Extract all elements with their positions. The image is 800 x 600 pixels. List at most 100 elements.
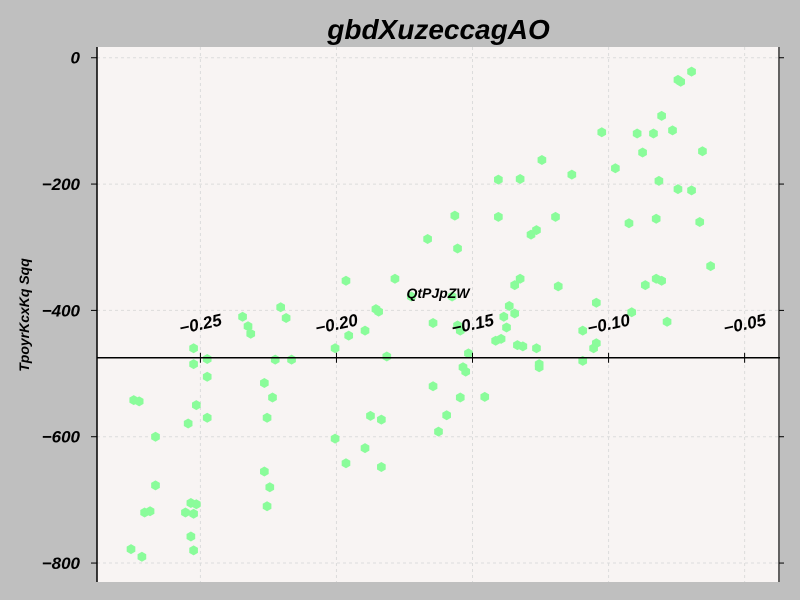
- data-point: [496, 333, 506, 344]
- data-point: [461, 366, 471, 377]
- data-point: [191, 400, 201, 411]
- data-point: [676, 76, 686, 87]
- data-point: [537, 155, 547, 166]
- data-point: [366, 410, 375, 421]
- data-point: [591, 338, 601, 349]
- data-point: [534, 362, 544, 373]
- data-point: [330, 343, 340, 354]
- data-point: [183, 418, 193, 429]
- plot-background: [97, 47, 780, 582]
- data-point: [189, 359, 198, 370]
- data-point: [374, 306, 383, 317]
- data-point: [695, 216, 705, 227]
- data-point: [551, 211, 560, 222]
- data-point: [265, 482, 275, 493]
- data-point: [480, 391, 490, 402]
- data-point: [406, 291, 416, 302]
- data-point: [390, 273, 400, 284]
- data-point: [246, 328, 256, 339]
- data-point: [191, 499, 201, 510]
- data-point: [262, 412, 272, 423]
- data-point: [281, 312, 291, 323]
- data-point: [453, 243, 462, 254]
- data-point: [640, 280, 650, 291]
- data-point: [377, 462, 386, 473]
- data-point: [597, 127, 607, 138]
- data-point: [238, 311, 247, 322]
- data-point: [567, 169, 577, 180]
- data-point: [137, 551, 147, 562]
- data-point: [657, 110, 666, 121]
- data-point: [260, 466, 269, 477]
- data-point: [624, 218, 634, 229]
- y-tick-label: −400: [42, 301, 81, 320]
- data-point: [262, 501, 272, 512]
- y-tick-label: −200: [42, 175, 81, 194]
- data-point: [360, 325, 370, 336]
- data-point: [423, 234, 432, 245]
- data-point: [186, 531, 196, 542]
- data-point: [151, 431, 160, 442]
- data-point: [341, 458, 351, 469]
- data-point: [651, 213, 661, 224]
- data-point: [202, 371, 212, 382]
- x-axis-label: QtPJpZW: [407, 285, 472, 301]
- data-point: [243, 321, 253, 332]
- data-point: [189, 343, 198, 354]
- data-point: [494, 211, 503, 222]
- y-axis-ticks: 0 −200 −400 −600 −800: [42, 49, 784, 573]
- data-point: [515, 273, 525, 284]
- data-point: [687, 66, 696, 77]
- data-point: [377, 414, 386, 425]
- data-point: [344, 330, 354, 341]
- data-point: [455, 392, 465, 403]
- data-point: [657, 275, 666, 286]
- data-point: [668, 125, 677, 136]
- data-point: [341, 275, 351, 286]
- data-point: [455, 325, 465, 336]
- data-point: [126, 544, 136, 555]
- data-point: [151, 480, 160, 491]
- data-point: [428, 381, 438, 392]
- data-point: [654, 175, 664, 186]
- x-axis-ticks: −0.25 −0.20 −0.15 −0.10 −0.05: [177, 310, 768, 363]
- data-point: [632, 128, 642, 139]
- y-tick-label: −600: [42, 428, 81, 447]
- data-point: [434, 426, 443, 437]
- data-point: [662, 316, 672, 327]
- data-point: [189, 545, 198, 556]
- data-point: [181, 507, 190, 518]
- data-point: [611, 163, 620, 174]
- data-point: [673, 184, 683, 195]
- data-point: [134, 396, 144, 407]
- data-point: [553, 281, 563, 292]
- data-point: [382, 351, 392, 362]
- data-point: [202, 354, 212, 365]
- y-tick-label: 0: [71, 49, 81, 68]
- data-point: [591, 297, 601, 308]
- data-point: [518, 341, 528, 352]
- data-point: [504, 300, 514, 311]
- data-point: [360, 443, 370, 454]
- y-tick-label: −800: [42, 554, 81, 573]
- data-point: [428, 318, 438, 329]
- data-point: [145, 506, 155, 517]
- data-point: [532, 225, 541, 236]
- data-point: [276, 302, 286, 313]
- data-point: [442, 410, 451, 421]
- data-point: [499, 311, 509, 322]
- data-point: [510, 308, 520, 319]
- data-point: [649, 128, 658, 139]
- data-point: [502, 322, 511, 333]
- data-point: [494, 174, 503, 185]
- data-point: [578, 325, 588, 336]
- data-point: [698, 146, 707, 157]
- data-point: [706, 261, 715, 272]
- data-point: [627, 307, 637, 318]
- data-point: [532, 343, 541, 354]
- data-point: [687, 185, 696, 196]
- data-point: [268, 392, 277, 403]
- data-point: [447, 291, 457, 302]
- grid-lines: [97, 47, 780, 582]
